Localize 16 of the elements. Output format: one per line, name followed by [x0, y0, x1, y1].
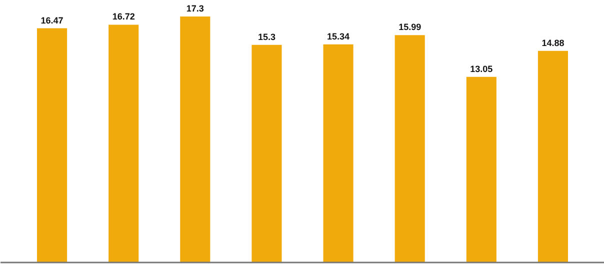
bar — [394, 35, 425, 262]
bar — [538, 50, 568, 262]
data-label: 17.3 — [186, 3, 204, 14]
data-label: 16.72 — [112, 12, 135, 22]
data-label: 14.88 — [542, 38, 564, 48]
bar — [252, 44, 282, 262]
data-label: 15.3 — [258, 32, 276, 42]
bar — [323, 44, 354, 262]
bar — [108, 24, 139, 262]
bar — [180, 16, 210, 262]
data-label: 15.99 — [398, 22, 422, 32]
data-label: 15.34 — [327, 31, 350, 42]
bar — [37, 28, 68, 262]
bar — [466, 76, 496, 262]
data-label: 16.47 — [40, 15, 64, 26]
data-label: 13.05 — [470, 64, 493, 74]
